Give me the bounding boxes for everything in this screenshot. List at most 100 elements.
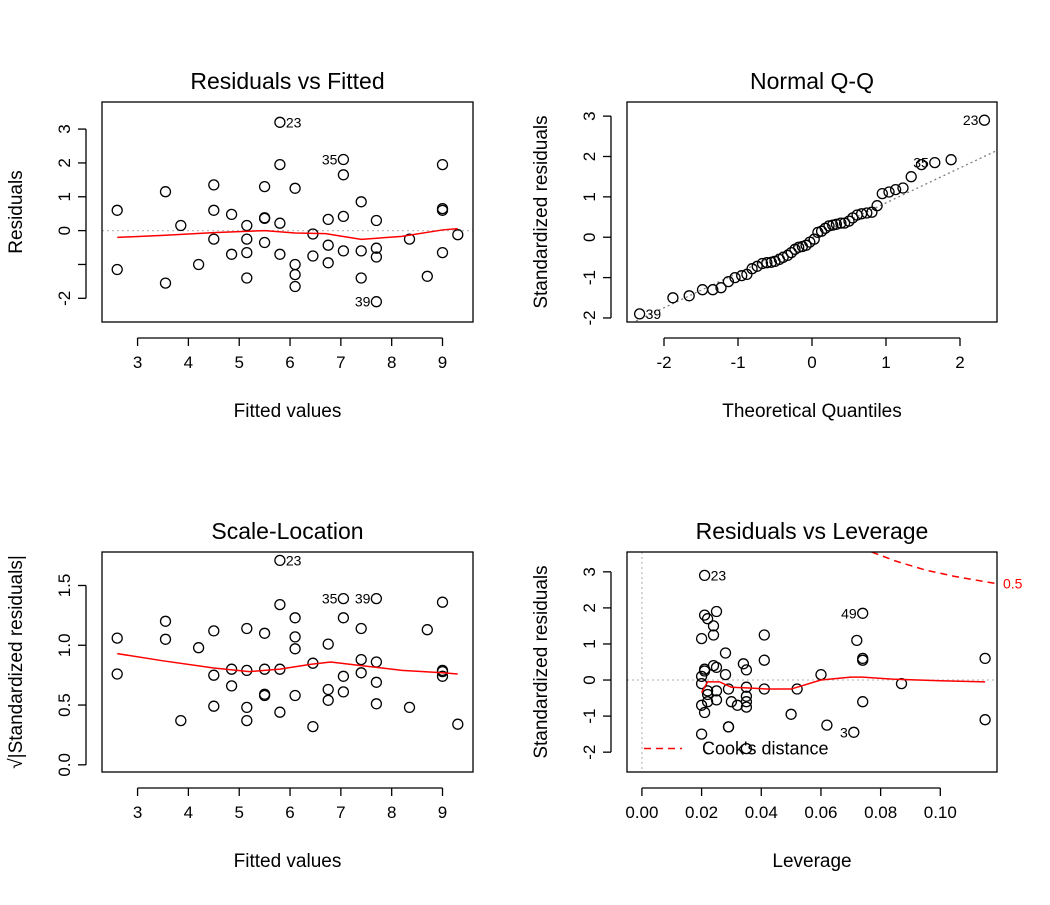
data-point bbox=[710, 661, 723, 674]
data-point bbox=[978, 114, 991, 126]
data-point bbox=[758, 629, 770, 641]
x-tick-label: 0.06 bbox=[804, 803, 837, 822]
y-tick-label: 1 bbox=[55, 192, 74, 201]
data-point bbox=[370, 656, 383, 668]
data-point bbox=[322, 239, 334, 251]
data-point bbox=[337, 153, 350, 166]
data-point bbox=[322, 683, 334, 696]
data-point bbox=[175, 714, 187, 727]
data-point bbox=[289, 268, 301, 281]
x-tick-label: 3 bbox=[133, 353, 142, 372]
data-point bbox=[355, 653, 367, 666]
y-tick-label: -1 bbox=[580, 709, 599, 724]
data-point bbox=[905, 171, 917, 183]
data-point bbox=[719, 668, 732, 681]
data-point bbox=[698, 609, 711, 621]
plot-title: Residuals vs Fitted bbox=[190, 68, 384, 94]
y-tick-label: 0 bbox=[580, 675, 599, 684]
y-tick-label: -2 bbox=[55, 291, 74, 306]
data-point bbox=[830, 218, 843, 230]
data-point bbox=[815, 668, 827, 681]
data-point bbox=[436, 665, 449, 678]
y-axis-label: Standardized residuals bbox=[531, 565, 552, 758]
data-point bbox=[876, 187, 888, 200]
cooks-distance-contour bbox=[871, 552, 997, 585]
x-tick-label: -2 bbox=[656, 353, 671, 372]
x-tick-label: 0.00 bbox=[625, 803, 658, 822]
data-point bbox=[208, 179, 220, 191]
x-tick-label: 6 bbox=[285, 803, 294, 822]
data-point bbox=[355, 196, 367, 208]
data-point bbox=[274, 217, 286, 229]
data-point bbox=[289, 258, 301, 271]
data-point bbox=[740, 664, 753, 676]
data-point bbox=[307, 250, 319, 262]
data-point bbox=[370, 242, 383, 254]
smoother-line bbox=[117, 652, 458, 675]
x-tick-label: 4 bbox=[184, 803, 193, 822]
data-point bbox=[701, 696, 714, 708]
y-tick-label: 3 bbox=[55, 124, 74, 133]
data-point bbox=[851, 634, 863, 647]
data-point bbox=[897, 182, 909, 194]
data-point bbox=[740, 742, 753, 755]
data-point bbox=[740, 690, 753, 702]
data-point bbox=[915, 158, 928, 171]
data-point bbox=[289, 631, 301, 643]
data-point bbox=[695, 728, 708, 740]
point-label: 35 bbox=[913, 155, 929, 171]
data-point bbox=[258, 663, 271, 675]
data-point bbox=[274, 248, 286, 260]
data-point bbox=[781, 249, 794, 262]
smoother-line bbox=[117, 227, 458, 241]
data-point bbox=[241, 246, 253, 259]
data-point bbox=[370, 592, 383, 605]
data-point bbox=[111, 668, 123, 680]
data-point bbox=[355, 245, 367, 257]
data-point bbox=[370, 214, 383, 227]
y-tick-label: 0.0 bbox=[55, 753, 74, 777]
data-point bbox=[208, 669, 220, 681]
data-point bbox=[719, 647, 732, 659]
data-point bbox=[683, 290, 695, 302]
data-point bbox=[436, 670, 449, 682]
data-point bbox=[258, 627, 271, 639]
data-point bbox=[929, 156, 941, 169]
x-axis-label: Fitted values bbox=[234, 851, 342, 872]
data-point bbox=[740, 701, 753, 713]
data-point bbox=[698, 569, 711, 582]
point-label: 35 bbox=[322, 152, 338, 168]
data-point bbox=[370, 296, 383, 308]
data-point bbox=[403, 701, 416, 714]
data-point bbox=[175, 219, 187, 232]
data-point bbox=[945, 154, 957, 166]
x-tick-label: 9 bbox=[438, 353, 447, 372]
data-point bbox=[111, 632, 123, 644]
data-point bbox=[701, 613, 714, 625]
data-point bbox=[815, 225, 828, 237]
data-point bbox=[740, 696, 753, 708]
data-point bbox=[861, 207, 873, 219]
x-axis-label: Theoretical Quantiles bbox=[722, 401, 902, 422]
x-tick-label: 0.04 bbox=[745, 803, 778, 822]
data-point bbox=[758, 654, 770, 666]
data-point bbox=[843, 215, 855, 227]
data-point bbox=[274, 554, 286, 567]
data-point bbox=[192, 258, 205, 271]
y-tick-label: 0.5 bbox=[55, 693, 74, 717]
data-point bbox=[436, 246, 449, 259]
data-point bbox=[722, 275, 735, 288]
data-point bbox=[722, 683, 735, 695]
point-label: 35 bbox=[322, 591, 338, 607]
cooks-level-label: 0.5 bbox=[1003, 576, 1023, 592]
data-point bbox=[337, 670, 350, 682]
scale-location-panel: 23 35 39 3 4 5 6 7 8 9 0.0 0.5 1.0 1.5 Scale-Location F… bbox=[6, 518, 474, 872]
data-point bbox=[848, 726, 860, 738]
x-axis-label: Fitted values bbox=[234, 401, 342, 422]
data-point bbox=[421, 624, 433, 636]
data-point bbox=[241, 701, 253, 714]
data-point bbox=[258, 212, 271, 225]
